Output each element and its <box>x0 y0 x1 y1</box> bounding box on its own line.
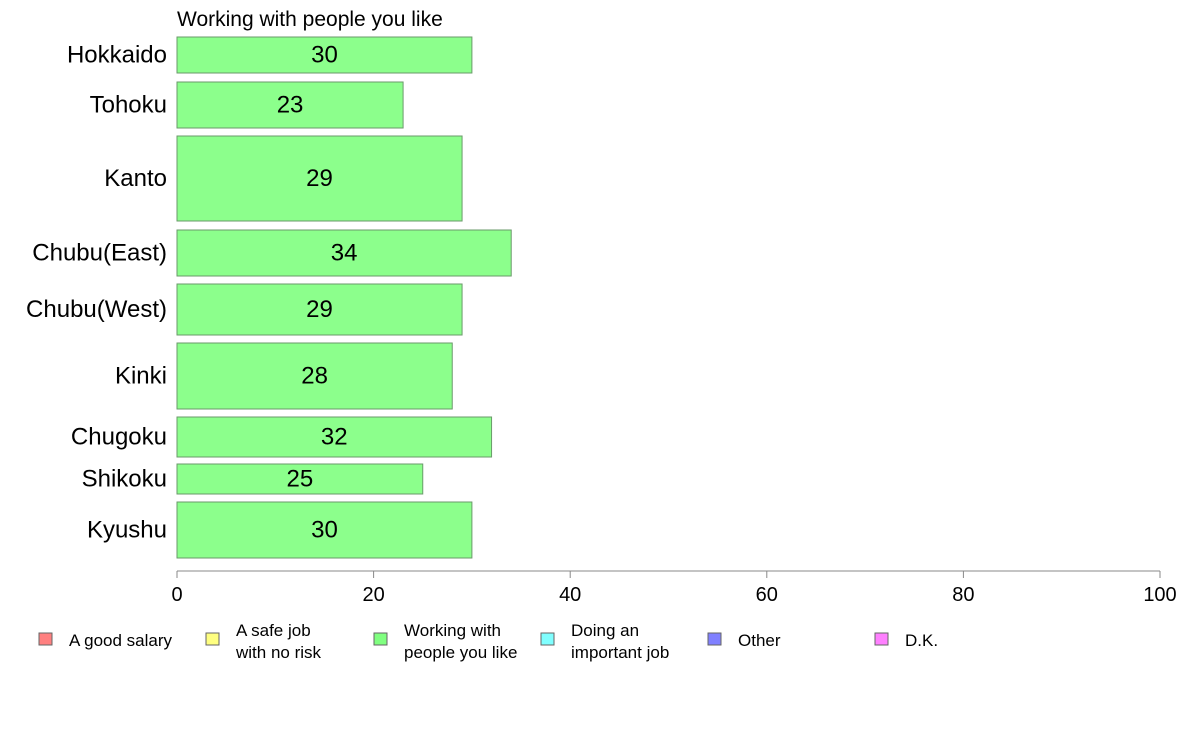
x-tick-label: 80 <box>952 584 974 606</box>
value-label: 29 <box>306 165 333 192</box>
category-label: Chubu(West) <box>26 296 167 323</box>
value-label: 25 <box>287 466 314 493</box>
value-label: 30 <box>311 42 338 69</box>
bars: Hokkaido 30 Tohoku 23 Kanto 29 Chubu(East) 34 Ch… <box>26 36 512 559</box>
legend-swatch <box>540 632 555 646</box>
legend-label: Other <box>738 631 781 650</box>
bar-kyushu <box>176 501 473 559</box>
x-tick-label: 40 <box>559 584 581 606</box>
category-label: Kinki <box>115 363 167 390</box>
bar-kanto <box>176 135 463 222</box>
legend-label: A good salary <box>69 631 173 650</box>
category-label: Chubu(East) <box>32 240 167 267</box>
bar-tohoku <box>176 81 404 129</box>
bar-kinki <box>176 342 453 410</box>
x-tick-label: 0 <box>171 584 182 606</box>
category-label: Kyushu <box>87 517 167 544</box>
x-tick-label: 60 <box>756 584 778 606</box>
legend-label: important job <box>571 643 669 662</box>
legend-label: Working with <box>404 621 501 640</box>
category-label: Kanto <box>104 165 167 192</box>
x-tick-label: 20 <box>362 584 384 606</box>
category-label: Shikoku <box>82 466 167 493</box>
value-label: 29 <box>306 296 333 323</box>
legend-swatch <box>205 632 220 646</box>
value-label: 32 <box>321 424 348 451</box>
legend-swatch <box>38 632 53 646</box>
legend: A good salary A safe job with no risk Worki… <box>38 621 938 662</box>
legend-label: Doing an <box>571 621 639 640</box>
legend-swatch <box>373 632 388 646</box>
bar-chugoku <box>176 416 493 458</box>
legend-label: A safe job <box>236 621 311 640</box>
bar-chubu-east <box>176 229 512 277</box>
category-label: Chugoku <box>71 424 167 451</box>
legend-swatch <box>874 632 889 646</box>
legend-label: with no risk <box>235 643 322 662</box>
value-label: 28 <box>301 363 328 390</box>
category-label: Tohoku <box>90 92 167 119</box>
bar-hokkaido <box>176 36 473 74</box>
bar-shikoku <box>176 463 424 495</box>
value-label: 34 <box>331 240 358 267</box>
legend-label: D.K. <box>905 631 938 650</box>
bar-chubu-west <box>176 283 463 336</box>
legend-label: people you like <box>404 643 517 662</box>
legend-swatch <box>707 632 722 646</box>
value-label: 23 <box>277 92 304 119</box>
x-axis: 0 20 40 60 80 100 <box>171 570 1177 606</box>
x-tick-label: 100 <box>1143 584 1176 606</box>
category-label: Hokkaido <box>67 42 167 69</box>
value-label: 30 <box>311 517 338 544</box>
panel-title: Working with people you like <box>177 8 443 31</box>
